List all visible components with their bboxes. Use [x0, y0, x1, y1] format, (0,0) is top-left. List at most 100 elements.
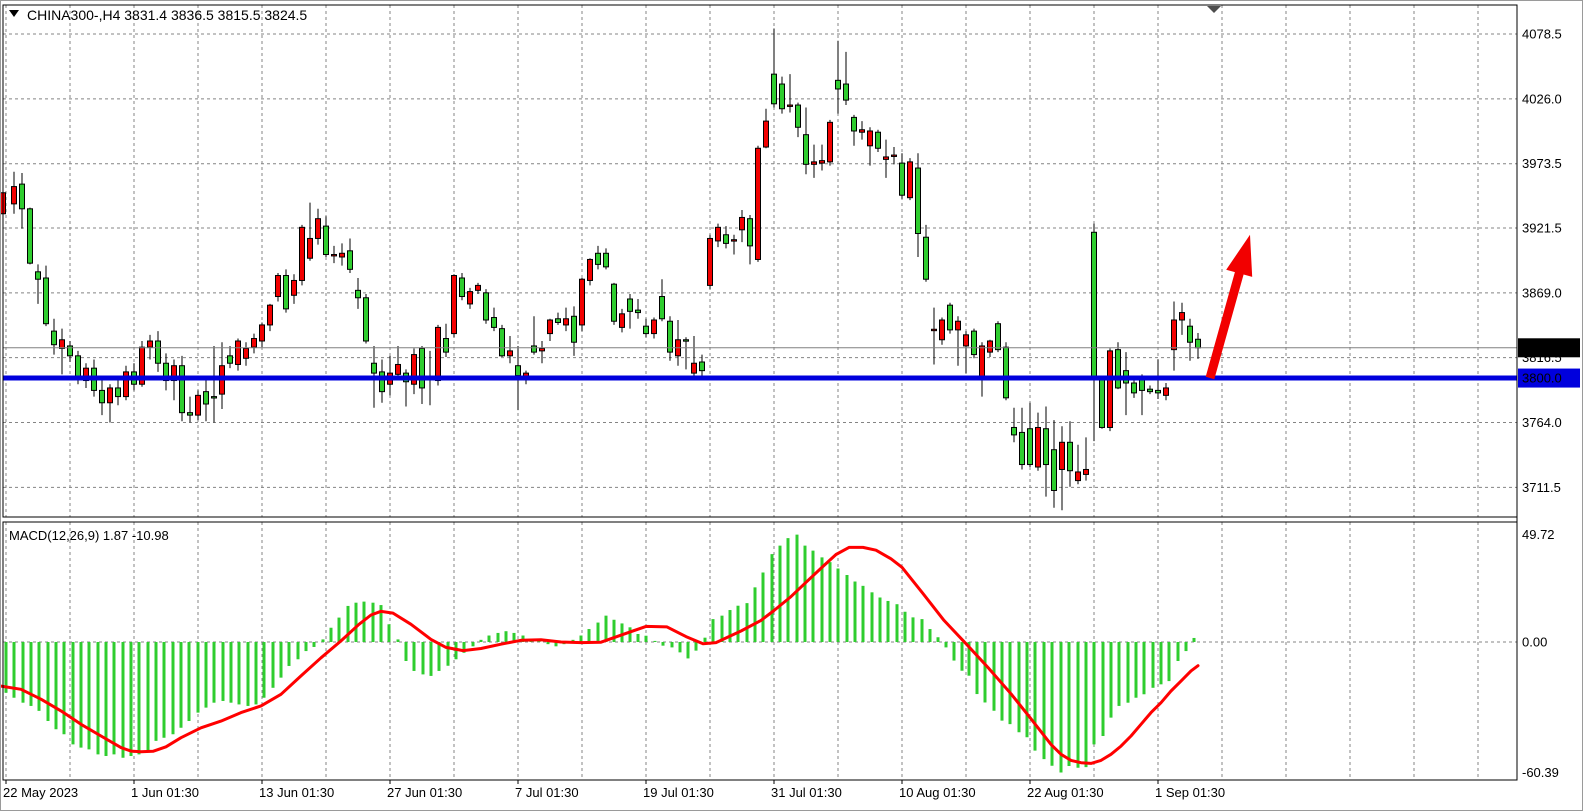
- candle-body: [243, 347, 249, 359]
- candle-body: [683, 339, 689, 342]
- time-axis-tick: 27 Jun 01:30: [387, 785, 462, 800]
- candle-body: [595, 252, 601, 265]
- candle-body: [1179, 312, 1185, 321]
- trend-up-arrow: [1205, 234, 1253, 380]
- macd-axis-tick: -60.39: [1522, 765, 1559, 780]
- candle-body: [419, 347, 425, 389]
- candle-body: [619, 313, 625, 328]
- macd-axis-tick: 49.72: [1522, 527, 1555, 542]
- candle-body: [251, 338, 257, 348]
- time-axis-tick: 19 Jul 01:30: [643, 785, 714, 800]
- candle-body: [763, 120, 769, 148]
- price-axis-drag-area[interactable]: [1518, 5, 1583, 780]
- support-level-badge-bg: [1518, 368, 1580, 388]
- candle-body: [699, 361, 705, 372]
- candle-body: [339, 252, 345, 258]
- candle-body: [211, 396, 217, 399]
- candle-body: [1131, 382, 1137, 394]
- candle-body: [723, 234, 729, 244]
- candle-body: [139, 346, 145, 385]
- candle-body: [411, 354, 417, 385]
- candle-body: [331, 254, 337, 257]
- candle-body: [1051, 449, 1057, 491]
- candle-body: [611, 283, 617, 322]
- axis-labels[interactable]: 4078.54026.03973.53921.53869.03816.53764…: [3, 5, 1583, 811]
- candle-body: [835, 79, 841, 90]
- candlestick-series[interactable]: [1, 28, 1201, 511]
- candle-body: [915, 167, 921, 235]
- candle-body: [395, 363, 401, 375]
- candle-body: [907, 161, 913, 199]
- candle-body: [451, 275, 457, 335]
- candle-body: [51, 330, 57, 346]
- candle-body: [347, 250, 353, 270]
- candle-body: [627, 298, 633, 312]
- candle-body: [1155, 389, 1161, 394]
- time-axis-tick: 31 Jul 01:30: [771, 785, 842, 800]
- candle-body: [851, 116, 857, 132]
- candle-body: [299, 226, 305, 281]
- candle-body: [323, 225, 329, 256]
- candle-body: [539, 347, 545, 352]
- candle-body: [1027, 428, 1033, 466]
- candle-body: [747, 218, 753, 247]
- macd-plot-area[interactable]: [3, 522, 1517, 780]
- candle-body: [555, 318, 561, 323]
- candle-body: [563, 318, 569, 326]
- candle-body: [779, 83, 785, 110]
- time-axis-drag-area[interactable]: [3, 781, 1517, 811]
- candle-body: [99, 389, 105, 404]
- candle-body: [963, 334, 969, 347]
- candle-body: [315, 218, 321, 239]
- candle-body: [355, 289, 361, 299]
- candle-body: [1043, 428, 1049, 466]
- last-price-badge: 3824.5: [1522, 340, 1562, 355]
- candle-body: [971, 330, 977, 356]
- macd-panel[interactable]: [1, 534, 1200, 773]
- candle-body: [771, 73, 777, 105]
- time-axis-tick: 22 May 2023: [3, 785, 78, 800]
- candle-body: [483, 292, 489, 321]
- candle-body: [531, 345, 537, 353]
- candle-body: [1059, 441, 1065, 470]
- chart-overlays: [3, 6, 1517, 381]
- candle-body: [107, 387, 113, 404]
- candle-body: [867, 130, 873, 147]
- candle-body: [955, 320, 961, 331]
- price-axis-tick: 3973.5: [1522, 156, 1562, 171]
- candle-body: [739, 216, 745, 231]
- candle-body: [587, 258, 593, 281]
- candle-body: [283, 275, 289, 310]
- price-axis-tick: 3921.5: [1522, 220, 1562, 235]
- candle-body: [491, 317, 497, 328]
- candle-body: [379, 371, 385, 393]
- candle-body: [803, 134, 809, 165]
- candle-body: [859, 129, 865, 133]
- candle-body: [187, 412, 193, 416]
- candle-body: [267, 304, 273, 326]
- time-axis-tick: 22 Aug 01:30: [1027, 785, 1104, 800]
- candle-body: [1115, 349, 1121, 389]
- main-chart-plot-area[interactable]: [3, 5, 1517, 517]
- candle-body: [987, 340, 993, 353]
- macd-axis-tick: 0.00: [1522, 635, 1547, 650]
- candle-body: [371, 362, 377, 374]
- candle-body: [691, 362, 697, 374]
- candle-body: [307, 237, 313, 259]
- candle-body: [507, 350, 513, 357]
- candle-body: [643, 325, 649, 335]
- candle-body: [115, 387, 121, 398]
- candle-body: [1019, 431, 1025, 466]
- candle-body: [443, 338, 449, 353]
- time-axis-tick: 1 Sep 01:30: [1155, 785, 1225, 800]
- candle-body: [67, 345, 73, 357]
- candle-body: [843, 83, 849, 101]
- price-axis-tick: 4078.5: [1522, 27, 1562, 42]
- chart-title: CHINA300-,H4 3831.4 3836.5 3815.5 3824.5: [27, 7, 307, 23]
- candle-body: [787, 104, 793, 107]
- candle-body: [603, 252, 609, 268]
- candle-body: [259, 324, 265, 342]
- candle-body: [731, 239, 737, 242]
- candle-body: [651, 319, 657, 335]
